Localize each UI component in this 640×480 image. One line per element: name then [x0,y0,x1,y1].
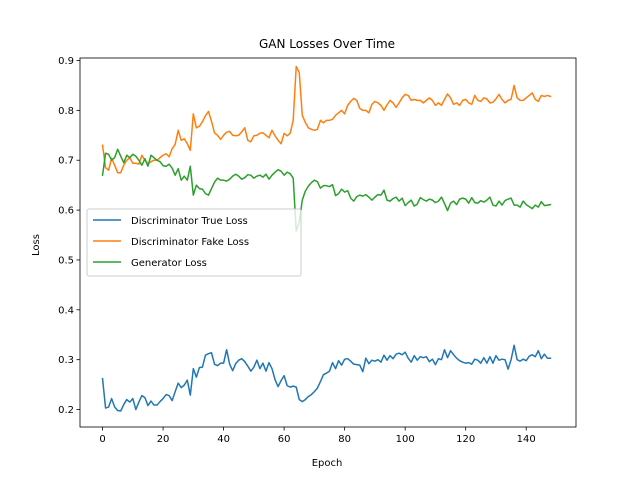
y-axis-ticks: 0.2 0.3 0.4 0.5 0.6 0.7 0.8 0.9 [58,56,80,416]
legend-label: Discriminator True Loss [131,216,248,227]
y-tick-label: 0.3 [58,355,74,366]
legend-label: Discriminator Fake Loss [131,237,249,248]
legend-label: Generator Loss [131,258,207,269]
x-tick-label: 120 [456,434,475,445]
legend: Discriminator True Loss Discriminator Fak… [86,208,302,277]
y-axis-label: Loss [31,234,42,256]
y-tick-label: 0.4 [58,305,74,316]
x-tick-label: 140 [517,434,536,445]
y-tick-label: 0.9 [58,56,74,67]
x-tick-label: 80 [338,434,351,445]
x-tick-label: 100 [396,434,415,445]
series-line-1 [101,65,552,174]
x-tick-label: 40 [217,434,230,445]
y-tick-label: 0.7 [58,156,74,167]
y-tick-label: 0.6 [58,206,74,217]
x-axis-ticks: 0 20 40 60 80 100 120 140 [99,427,536,445]
y-tick-label: 0.5 [58,255,74,266]
legend-box [86,208,302,277]
x-axis-label: Epoch [312,458,343,469]
x-tick-label: 20 [157,434,170,445]
x-tick-label: 60 [278,434,291,445]
y-tick-label: 0.8 [58,106,74,117]
chart-title: GAN Losses Over Time [259,37,395,51]
series-line-2 [101,148,552,232]
series-line-0 [101,344,552,412]
plot-frame [79,57,577,428]
series-layer [101,65,552,412]
x-tick-label: 0 [99,434,105,445]
y-tick-label: 0.2 [58,405,74,416]
